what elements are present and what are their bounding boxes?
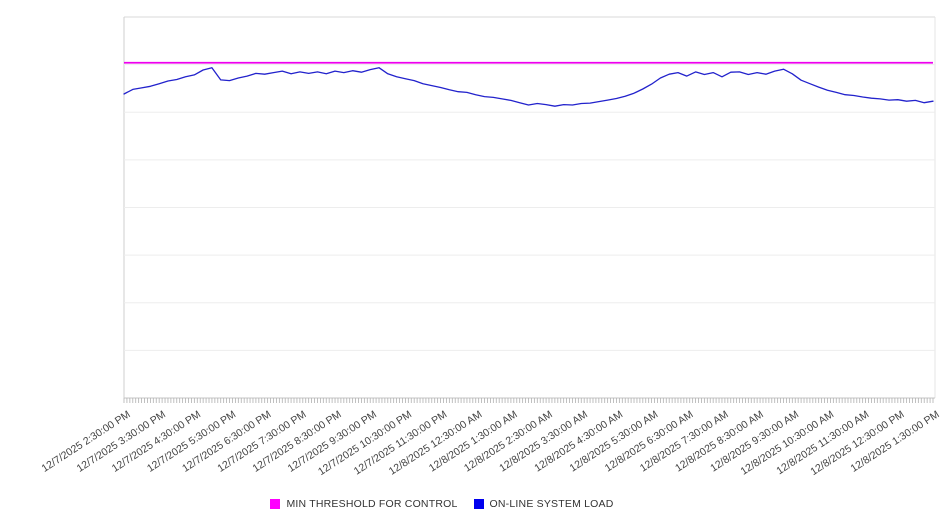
- legend-item-min-threshold: MIN THRESHOLD FOR CONTROL: [270, 498, 457, 510]
- load-line: [123, 67, 934, 107]
- legend-label-system-load: ON-LINE SYSTEM LOAD: [489, 498, 614, 510]
- legend-label-min-threshold: MIN THRESHOLD FOR CONTROL: [286, 498, 458, 510]
- legend-item-system-load: ON-LINE SYSTEM LOAD: [473, 498, 614, 510]
- chart-legend: MIN THRESHOLD FOR CONTROL ON-LINE SYSTEM…: [0, 498, 915, 510]
- legend-swatch-min-threshold-icon: [270, 499, 281, 509]
- legend-swatch-system-load-icon: [473, 499, 484, 509]
